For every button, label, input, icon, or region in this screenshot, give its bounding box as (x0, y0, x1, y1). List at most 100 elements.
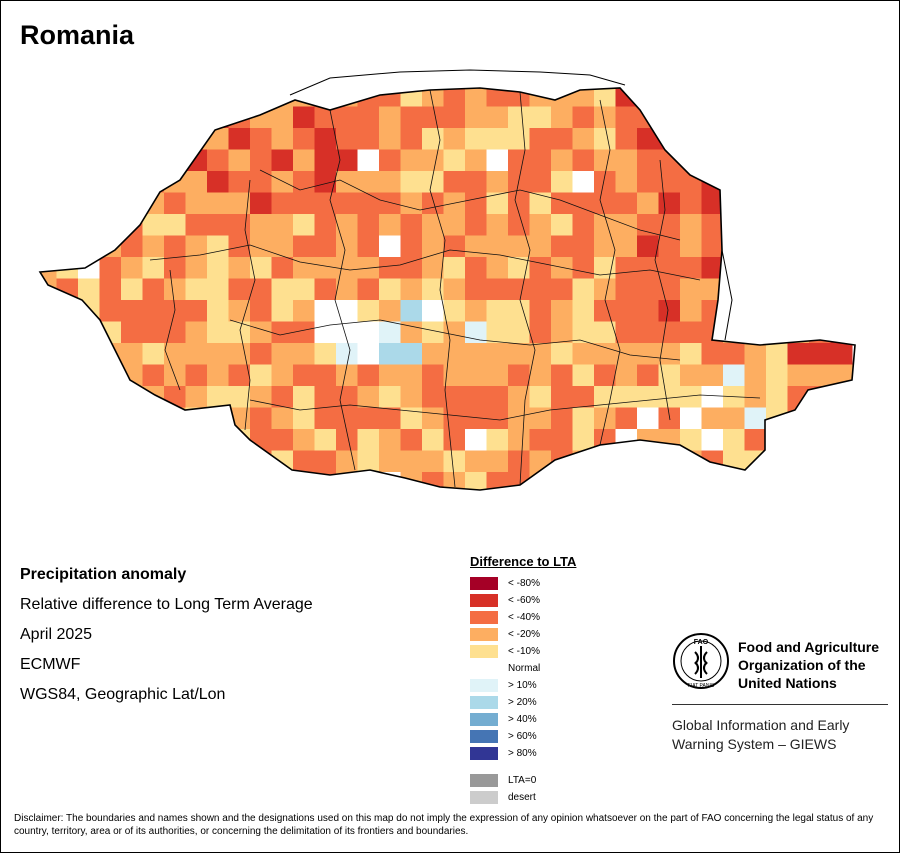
legend-item: > 60% (470, 728, 576, 745)
grid-cell (207, 192, 229, 215)
grid-cell (723, 364, 745, 387)
grid-cell (164, 429, 186, 451)
grid-cell (142, 214, 165, 236)
grid-cell (185, 300, 208, 322)
grid-cell (830, 321, 853, 344)
legend-swatch (470, 679, 498, 692)
grid-cell (658, 171, 681, 193)
grid-cell (379, 429, 401, 451)
grid-cell (121, 321, 143, 344)
grid-cell (185, 88, 208, 107)
grid-cell (400, 88, 423, 107)
grid-cell (357, 149, 380, 172)
grid-cell (529, 192, 552, 215)
fao-branding: FAO FIAT PANIS Food and Agriculture Orga… (672, 632, 888, 752)
legend-swatch (470, 611, 498, 624)
grid-cell (121, 386, 143, 408)
grid-cell (336, 364, 358, 387)
grid-cell (250, 386, 272, 408)
giews-line1: Global Information and Early (672, 717, 850, 733)
grid-cell (336, 192, 358, 215)
grid-cell (56, 300, 79, 322)
grid-cell (207, 364, 229, 387)
grid-cell (615, 407, 638, 430)
legend-swatch (470, 594, 498, 607)
grid-cell (594, 386, 616, 408)
legend-item: Normal (470, 660, 576, 677)
grid-cell (185, 214, 208, 236)
grid-cell (680, 192, 702, 215)
grid-cell (680, 494, 702, 516)
grid-cell (207, 171, 229, 193)
grid-cell (78, 278, 100, 301)
grid-cell (701, 343, 724, 365)
grid-cell (701, 214, 724, 236)
grid-cell (121, 171, 143, 193)
grid-cell (142, 128, 165, 150)
grid-cell (271, 88, 294, 107)
grid-cell (250, 171, 272, 193)
grid-cell (529, 128, 552, 150)
grid-cell (551, 429, 573, 451)
grid-cell (314, 257, 337, 279)
grid-cell (250, 214, 272, 236)
grid-cell (572, 235, 595, 258)
legend-swatch (470, 730, 498, 743)
grid-cell (314, 429, 337, 451)
grid-cell (78, 171, 100, 193)
grid-cell (658, 472, 681, 490)
grid-cell (99, 257, 122, 279)
grid-cell (809, 450, 831, 473)
grid-cell (723, 171, 745, 193)
legend-label: > 40% (508, 714, 537, 725)
grid-cell (573, 494, 595, 516)
grid-cell (680, 128, 702, 150)
grid-cell (142, 149, 165, 172)
grid-cell (250, 407, 272, 430)
grid-cell (207, 386, 229, 408)
legend-label: > 20% (508, 697, 537, 708)
grid-cell (680, 88, 702, 107)
grid-cell (830, 106, 853, 129)
legend-swatch (470, 628, 498, 641)
grid-cell (271, 472, 294, 490)
grid-cell (40, 171, 57, 193)
grid-cell (357, 192, 380, 215)
grid-cell (508, 278, 530, 301)
grid-cell (723, 214, 745, 236)
grid-cell (314, 128, 337, 150)
grid-cell (400, 106, 423, 129)
grid-cell (379, 128, 401, 150)
fao-logo-letters: FAO (694, 639, 709, 646)
grid-cell (357, 300, 380, 322)
grid-cell (701, 106, 724, 129)
grid-cell (809, 494, 831, 516)
grid-cell (701, 235, 724, 258)
grid-cell (142, 171, 165, 193)
grid-cell (78, 450, 100, 473)
grid-cell (121, 278, 143, 301)
grid-cell (766, 106, 788, 129)
grid-cell (572, 300, 595, 322)
grid-cell (56, 364, 79, 387)
grid-cell (99, 429, 122, 451)
grid-cell (508, 494, 530, 516)
grid-cell (422, 429, 444, 451)
grid-cell (185, 192, 208, 215)
grid-cell (400, 171, 423, 193)
grid-cell (443, 300, 466, 322)
grid-cell (637, 472, 659, 490)
grid-cell (314, 149, 337, 172)
grid-cell (336, 386, 358, 408)
grid-cell (164, 321, 186, 344)
grid-cell (207, 149, 229, 172)
grid-cell (336, 149, 358, 172)
grid-cell (594, 407, 616, 430)
grid-cell (529, 321, 552, 344)
grid-cell (379, 278, 401, 301)
grid-cell (142, 429, 165, 451)
grid-cell (40, 321, 57, 344)
grid-cell (78, 407, 100, 430)
grid-cell (78, 88, 100, 107)
grid-cell (185, 429, 208, 451)
